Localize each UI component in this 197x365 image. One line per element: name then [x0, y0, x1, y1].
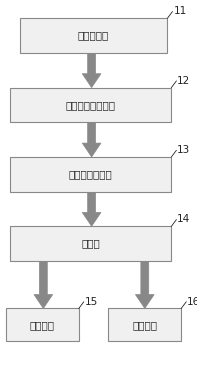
Text: 双托盘锁杆: 双托盘锁杆: [78, 31, 109, 41]
Bar: [10, 226, 171, 261]
Text: 惠斯通应变桥电路: 惠斯通应变桥电路: [66, 100, 116, 110]
Text: 15: 15: [85, 297, 98, 307]
Polygon shape: [136, 261, 154, 308]
Bar: [6, 308, 79, 341]
Text: 16: 16: [187, 297, 197, 307]
Polygon shape: [82, 192, 101, 226]
Bar: [108, 308, 181, 341]
Text: 14: 14: [177, 215, 190, 224]
Polygon shape: [82, 53, 101, 88]
Bar: [10, 88, 171, 122]
Polygon shape: [82, 122, 101, 157]
Text: 报警装置: 报警装置: [132, 320, 157, 330]
Text: 模拟数字转换器: 模拟数字转换器: [69, 169, 112, 179]
Polygon shape: [34, 261, 53, 308]
Bar: [20, 18, 167, 53]
Text: 12: 12: [177, 76, 190, 86]
Text: 控制器: 控制器: [81, 239, 100, 249]
Text: 显式仪表: 显式仪表: [30, 320, 55, 330]
Text: 13: 13: [177, 145, 190, 155]
Bar: [10, 157, 171, 192]
Text: 11: 11: [173, 7, 187, 16]
